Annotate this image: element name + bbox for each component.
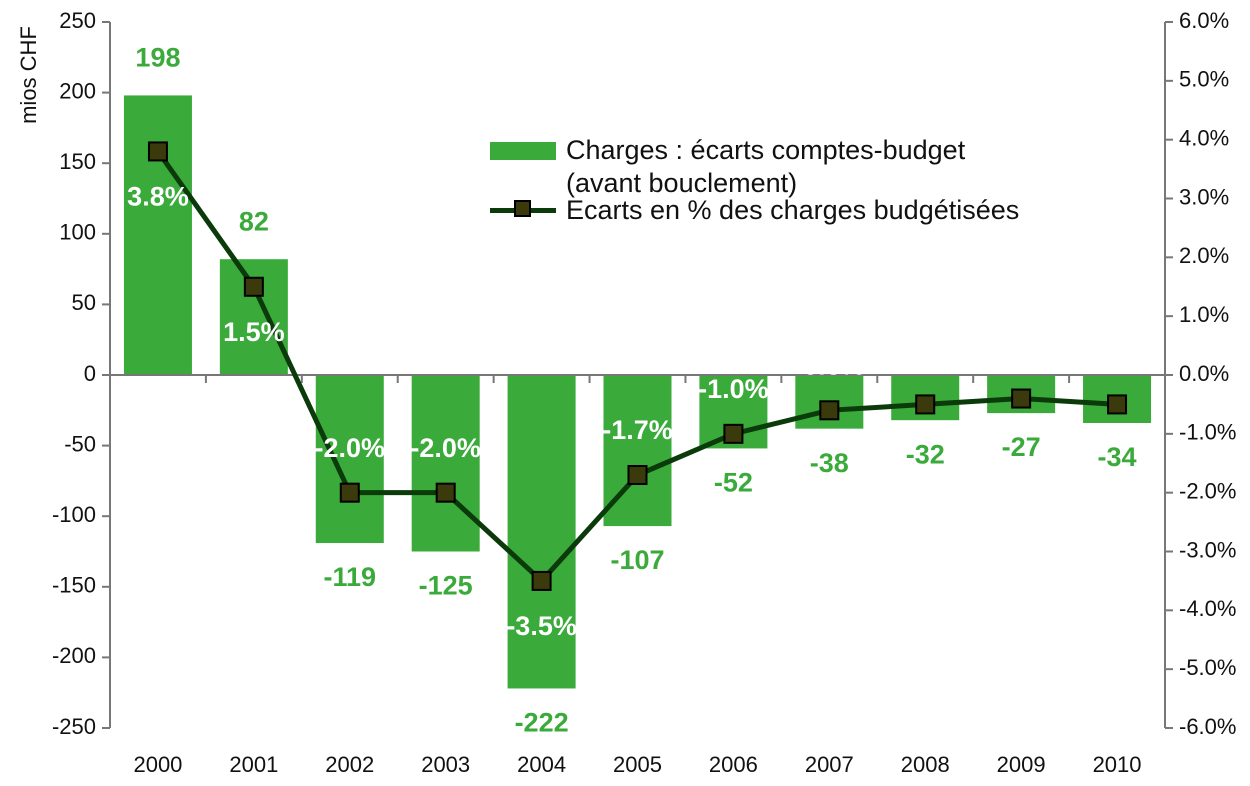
line-label: -0.6% xyxy=(794,350,865,380)
y2-tick-label: 6.0% xyxy=(1179,8,1229,33)
line-label: -0.5% xyxy=(890,345,961,375)
marker xyxy=(243,276,264,297)
y2-tick-label: 4.0% xyxy=(1179,125,1229,150)
y2-tick-label: -5.0% xyxy=(1179,655,1236,680)
line-label: -0.5% xyxy=(1082,345,1153,375)
bar-label: -34 xyxy=(1098,442,1137,472)
y-tick-label: 150 xyxy=(59,149,96,174)
legend-item: Ecarts en % des charges budgétisées xyxy=(490,194,1090,227)
x-tick-label: 2004 xyxy=(517,752,566,777)
y-tick-label: -50 xyxy=(64,431,96,456)
bar xyxy=(411,375,480,552)
x-tick-label: 2001 xyxy=(229,752,278,777)
marker xyxy=(723,423,744,444)
y2-tick-label: -2.0% xyxy=(1179,478,1236,503)
y2-tick-label: -4.0% xyxy=(1179,596,1236,621)
bar xyxy=(123,95,192,375)
y-tick-label: 0 xyxy=(84,361,96,386)
y2-tick-label: 3.0% xyxy=(1179,184,1229,209)
y2-tick-label: -3.0% xyxy=(1179,537,1236,562)
bar-label: -125 xyxy=(419,571,473,601)
x-tick-label: 2006 xyxy=(709,752,758,777)
legend-marker xyxy=(514,200,531,217)
bar xyxy=(507,375,576,689)
bar-label: -222 xyxy=(515,708,569,738)
line-label: -1.0% xyxy=(698,374,769,404)
y2-tick-label: 5.0% xyxy=(1179,67,1229,92)
x-tick-label: 2003 xyxy=(421,752,470,777)
y2-tick-label: 1.0% xyxy=(1179,302,1229,327)
bar-label: -107 xyxy=(610,545,664,575)
legend-swatch xyxy=(490,142,556,160)
legend-item: Charges : écarts comptes-budget (avant b… xyxy=(490,134,1090,200)
y-tick-label: 200 xyxy=(59,78,96,103)
x-tick-label: 2010 xyxy=(1093,752,1142,777)
line-label: -1.7% xyxy=(602,415,673,445)
y-tick-label: -150 xyxy=(52,573,96,598)
y-tick-label: 250 xyxy=(59,8,96,33)
bar-label: -119 xyxy=(323,562,376,592)
marker xyxy=(627,465,648,486)
marker xyxy=(1107,394,1128,415)
x-tick-label: 2009 xyxy=(997,752,1046,777)
line-label: -2.0% xyxy=(314,433,385,463)
y2-tick-label: 2.0% xyxy=(1179,243,1229,268)
bar-label: -27 xyxy=(1002,432,1041,462)
legend: Charges : écarts comptes-budget (avant b… xyxy=(490,134,1090,227)
bar-label: -52 xyxy=(714,468,753,498)
bar xyxy=(315,375,384,544)
line-label: 3.8% xyxy=(127,182,189,212)
y-axis-title: mios CHF xyxy=(16,26,41,124)
x-tick-label: 2008 xyxy=(901,752,950,777)
marker xyxy=(147,141,168,162)
bar-label: 198 xyxy=(135,43,180,73)
line-label: -0.4% xyxy=(986,339,1057,369)
marker xyxy=(819,400,840,421)
line-label: -2.0% xyxy=(410,433,481,463)
x-tick-label: 2007 xyxy=(805,752,854,777)
marker xyxy=(339,482,360,503)
marker xyxy=(435,482,456,503)
line-label: -3.5% xyxy=(506,611,577,641)
y2-tick-label: -6.0% xyxy=(1179,714,1236,739)
marker xyxy=(531,570,552,591)
y-tick-label: -250 xyxy=(52,714,96,739)
y-tick-label: 50 xyxy=(72,290,96,315)
bar-label: 82 xyxy=(239,206,269,236)
legend-label: Ecarts en % des charges budgétisées xyxy=(566,195,1020,225)
y-tick-label: 100 xyxy=(59,220,96,245)
y-tick-label: -100 xyxy=(52,502,96,527)
line-label: 1.5% xyxy=(223,317,285,347)
y-tick-label: -200 xyxy=(52,643,96,668)
x-tick-label: 2005 xyxy=(613,752,662,777)
x-tick-label: 2000 xyxy=(133,752,182,777)
bar-label: -32 xyxy=(906,439,945,469)
marker xyxy=(1011,388,1032,409)
y2-tick-label: 0.0% xyxy=(1179,361,1229,386)
y2-tick-label: -1.0% xyxy=(1179,420,1236,445)
bar-label: -38 xyxy=(810,448,849,478)
x-tick-label: 2002 xyxy=(325,752,374,777)
legend-label: Charges : écarts comptes-budget (avant b… xyxy=(566,135,966,198)
marker xyxy=(915,394,936,415)
